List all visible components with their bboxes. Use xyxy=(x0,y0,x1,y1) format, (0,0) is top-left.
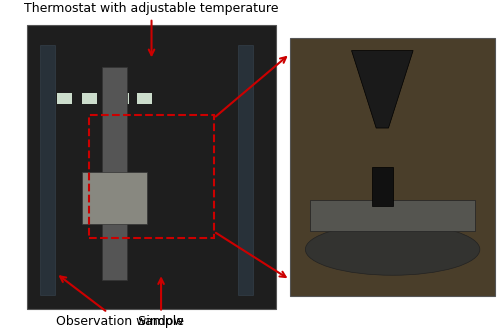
Bar xyxy=(290,38,495,296)
Bar xyxy=(82,93,97,104)
Bar xyxy=(238,45,254,295)
Polygon shape xyxy=(352,51,413,128)
Ellipse shape xyxy=(306,224,480,275)
Bar xyxy=(40,45,54,295)
Text: Sample: Sample xyxy=(138,278,184,328)
Text: Observation window: Observation window xyxy=(56,276,184,328)
Bar xyxy=(90,115,214,238)
Bar xyxy=(136,93,152,104)
Bar xyxy=(310,200,474,231)
Bar xyxy=(114,93,129,104)
Text: Thermostat with adjustable temperature: Thermostat with adjustable temperature xyxy=(24,2,279,55)
Bar xyxy=(82,172,146,224)
Bar xyxy=(28,25,276,309)
Bar xyxy=(57,93,72,104)
Bar xyxy=(102,67,126,280)
Bar xyxy=(372,167,392,206)
